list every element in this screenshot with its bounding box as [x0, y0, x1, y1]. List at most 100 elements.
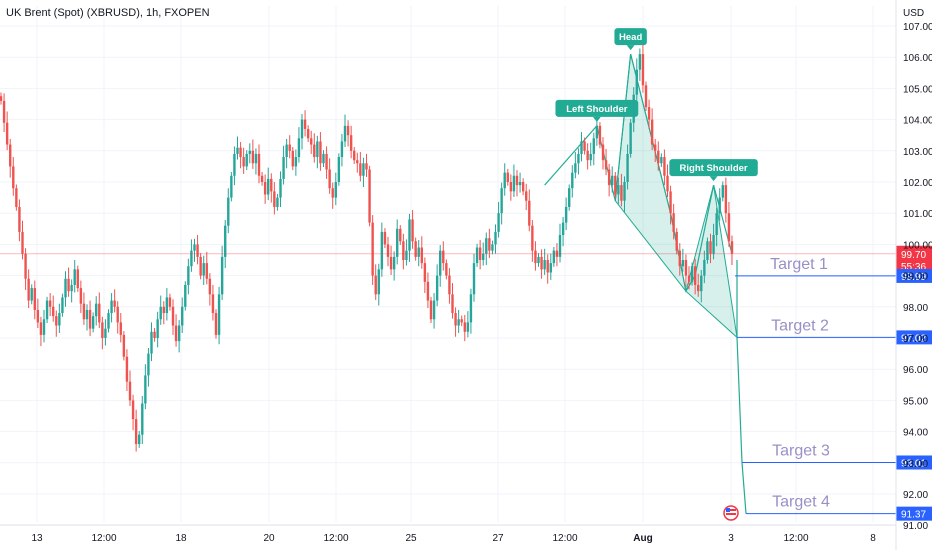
candle-body — [104, 328, 107, 338]
candle-body — [435, 275, 439, 301]
candle-body — [193, 244, 196, 251]
candle-body — [141, 403, 144, 435]
candle-body — [629, 122, 632, 154]
candle-body — [730, 241, 734, 254]
x-tick-label: 3 — [728, 533, 734, 544]
candle-body — [12, 166, 15, 189]
candle-body — [525, 191, 528, 201]
candle-body — [346, 125, 350, 136]
candle-body — [457, 319, 460, 326]
candle-body — [0, 96, 3, 101]
pattern-label-pointer — [626, 45, 635, 51]
y-tick-label: 93.00 — [903, 459, 928, 470]
y-tick-label: 95.00 — [903, 396, 928, 407]
candle-body — [506, 172, 509, 182]
pattern-label-pointer — [709, 176, 718, 182]
candle-body — [230, 175, 233, 198]
candle-body — [417, 247, 420, 257]
candle-body — [641, 54, 645, 86]
x-tick-label: 27 — [492, 533, 504, 544]
candle-body — [177, 325, 181, 342]
candle-body — [325, 153, 328, 170]
candle-body — [61, 297, 64, 314]
y-tick-label: 105.00 — [903, 84, 932, 95]
candle-body — [515, 175, 519, 186]
current-price-box — [896, 245, 932, 273]
candle-body — [76, 269, 79, 289]
candle-body — [549, 263, 552, 273]
candle-body — [276, 197, 279, 207]
candle-body — [503, 172, 506, 189]
candle-body — [251, 150, 255, 164]
candle-body — [531, 225, 534, 251]
candle-body — [678, 250, 681, 267]
candle-body — [472, 263, 476, 295]
candle-body — [15, 188, 18, 207]
candle-body — [162, 306, 165, 314]
candle-body — [220, 256, 224, 295]
candle-body — [371, 222, 374, 276]
y-tick-label: 97.00 — [903, 334, 928, 345]
candle-body — [552, 250, 556, 264]
candle-body — [165, 297, 169, 314]
candle-body — [101, 322, 104, 338]
candle-body — [242, 157, 245, 167]
candle-body — [724, 185, 728, 214]
candle-body — [245, 153, 248, 167]
candle-body — [138, 434, 141, 445]
candle-body — [644, 85, 648, 108]
y-tick-label: 99.00 — [903, 272, 928, 283]
candle-body — [491, 244, 494, 251]
candle-body — [107, 313, 110, 329]
y-tick-label: 98.00 — [903, 303, 928, 314]
candle-body — [580, 141, 583, 154]
y-tick-label: 101.00 — [903, 209, 932, 220]
candle-body — [399, 228, 402, 242]
candle-body — [681, 260, 685, 267]
candle-body — [654, 144, 657, 151]
candle-body — [497, 213, 500, 232]
y-tick-label: 107.00 — [903, 22, 932, 33]
candle-body — [91, 316, 95, 329]
pattern-label-box — [614, 28, 647, 46]
candle-body — [282, 157, 285, 179]
candle-body — [475, 247, 479, 264]
candle-body — [48, 300, 52, 307]
candle-body — [620, 185, 623, 201]
candle-body — [672, 213, 675, 232]
flag-stripe — [726, 513, 736, 515]
candle-body — [227, 197, 230, 226]
y-tick-label: 106.00 — [903, 53, 932, 64]
candle-body — [697, 284, 700, 292]
candle-body — [42, 319, 46, 335]
y-tick-label: 91.00 — [903, 521, 928, 532]
candle-body — [153, 331, 156, 338]
candle-body — [555, 250, 559, 257]
candle-body — [650, 119, 654, 145]
candles — [0, 44, 734, 452]
pattern-label-text: Right Shoulder — [680, 163, 748, 174]
candle-body — [638, 54, 642, 70]
candle-body — [420, 247, 423, 264]
candle-body — [313, 144, 316, 158]
target-price-value: 91.37 — [901, 510, 926, 521]
x-tick-label: 12:00 — [323, 533, 348, 544]
candle-body — [285, 144, 288, 158]
pattern-label-text: Head — [619, 32, 642, 43]
candle-body — [500, 188, 503, 214]
candle-body — [349, 135, 353, 151]
candle-body — [675, 231, 678, 251]
pattern-label-box — [555, 99, 639, 117]
candle-body — [611, 175, 614, 186]
candle-body — [122, 334, 126, 357]
x-tick-label: 13 — [31, 533, 43, 544]
candle-body — [310, 138, 313, 145]
target-2: Target 2 97.02 — [737, 317, 932, 345]
candle-body — [39, 322, 43, 335]
candle-body — [684, 260, 688, 276]
candle-body — [518, 182, 522, 186]
candle-body — [626, 153, 629, 182]
